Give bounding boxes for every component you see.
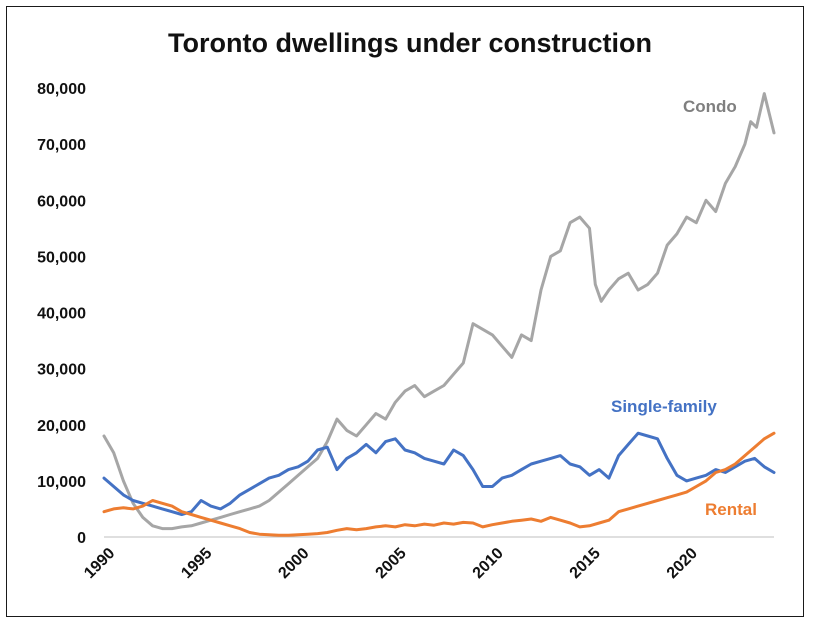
series-line-rental — [102, 431, 776, 537]
x-tick-label: 2005 — [373, 545, 410, 582]
x-axis: 1990 1995 2000 2005 2010 2015 2020 — [81, 545, 701, 582]
x-tick-label: 1995 — [178, 545, 215, 582]
y-axis: 0 10,000 20,000 30,000 40,000 50,000 60,000 70,… — [37, 81, 86, 547]
y-tick-label: 70,000 — [37, 137, 86, 154]
y-tick-label: 50,000 — [37, 249, 86, 266]
series-group — [102, 92, 776, 537]
y-tick-label: 0 — [77, 530, 86, 547]
x-tick-label: 1990 — [81, 545, 118, 582]
series-line-condo — [102, 92, 776, 531]
y-tick-label: 30,000 — [37, 362, 86, 379]
x-tick-label: 2000 — [275, 545, 312, 582]
y-tick-label: 80,000 — [37, 81, 86, 98]
series-label-single-family: Single-family — [611, 397, 717, 416]
x-tick-label: 2015 — [567, 545, 604, 582]
series-label-condo: Condo — [683, 97, 737, 116]
series-label-rental: Rental — [705, 500, 757, 519]
y-tick-label: 20,000 — [37, 418, 86, 435]
chart-title: Toronto dwellings under construction — [168, 28, 652, 58]
chart-frame — [6, 6, 804, 617]
series-line-single-family — [102, 431, 776, 516]
y-tick-label: 60,000 — [37, 193, 86, 210]
y-tick-label: 10,000 — [37, 474, 86, 491]
x-tick-label: 2010 — [470, 545, 507, 582]
x-tick-label: 2020 — [664, 545, 701, 582]
y-tick-label: 40,000 — [37, 306, 86, 323]
